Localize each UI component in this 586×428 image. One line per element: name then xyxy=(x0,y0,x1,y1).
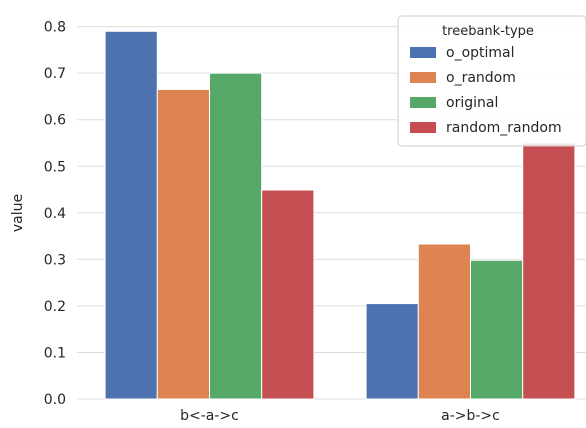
bar-o_random-0 xyxy=(157,89,209,399)
legend-label-o_random: o_random xyxy=(446,70,516,86)
y-tick-label: 0.8 xyxy=(44,20,66,36)
legend-swatch-o_optimal xyxy=(410,47,436,58)
y-axis-label: value xyxy=(10,194,26,232)
x-tick-labels: b<-a->c a->b->c xyxy=(180,408,500,424)
y-tick-label: 0.1 xyxy=(44,345,66,361)
y-tick-label: 0.3 xyxy=(44,252,66,268)
bar-o_optimal-1 xyxy=(366,304,418,399)
legend-label-o_optimal: o_optimal xyxy=(446,45,515,61)
legend-label-original: original xyxy=(446,95,498,111)
bar-o_random-1 xyxy=(418,244,470,399)
legend: treebank-type o_optimal o_random original r… xyxy=(398,16,586,146)
y-tick-label: 0.2 xyxy=(44,299,66,315)
y-tick-label: 0.7 xyxy=(44,66,66,82)
legend-swatch-original xyxy=(410,97,436,108)
legend-label-random_random: random_random xyxy=(446,120,562,136)
y-tick-label: 0.6 xyxy=(44,113,66,129)
legend-title: treebank-type xyxy=(442,24,534,39)
bar-o_optimal-0 xyxy=(105,31,157,399)
bar-random_random-0 xyxy=(262,190,314,399)
x-tick-label: a->b->c xyxy=(441,408,500,424)
legend-swatch-random_random xyxy=(410,122,436,133)
y-tick-label: 0.4 xyxy=(44,206,66,222)
bar-original-0 xyxy=(210,73,262,399)
y-tick-label: 0.0 xyxy=(44,392,66,408)
bar-original-1 xyxy=(471,260,523,399)
y-tick-labels: 0.0 0.1 0.2 0.3 0.4 0.5 0.6 0.7 0.8 xyxy=(44,20,66,408)
y-tick-label: 0.5 xyxy=(44,159,66,175)
legend-swatch-o_random xyxy=(410,72,436,83)
bar-random_random-1 xyxy=(523,143,575,399)
x-tick-label: b<-a->c xyxy=(180,408,239,424)
